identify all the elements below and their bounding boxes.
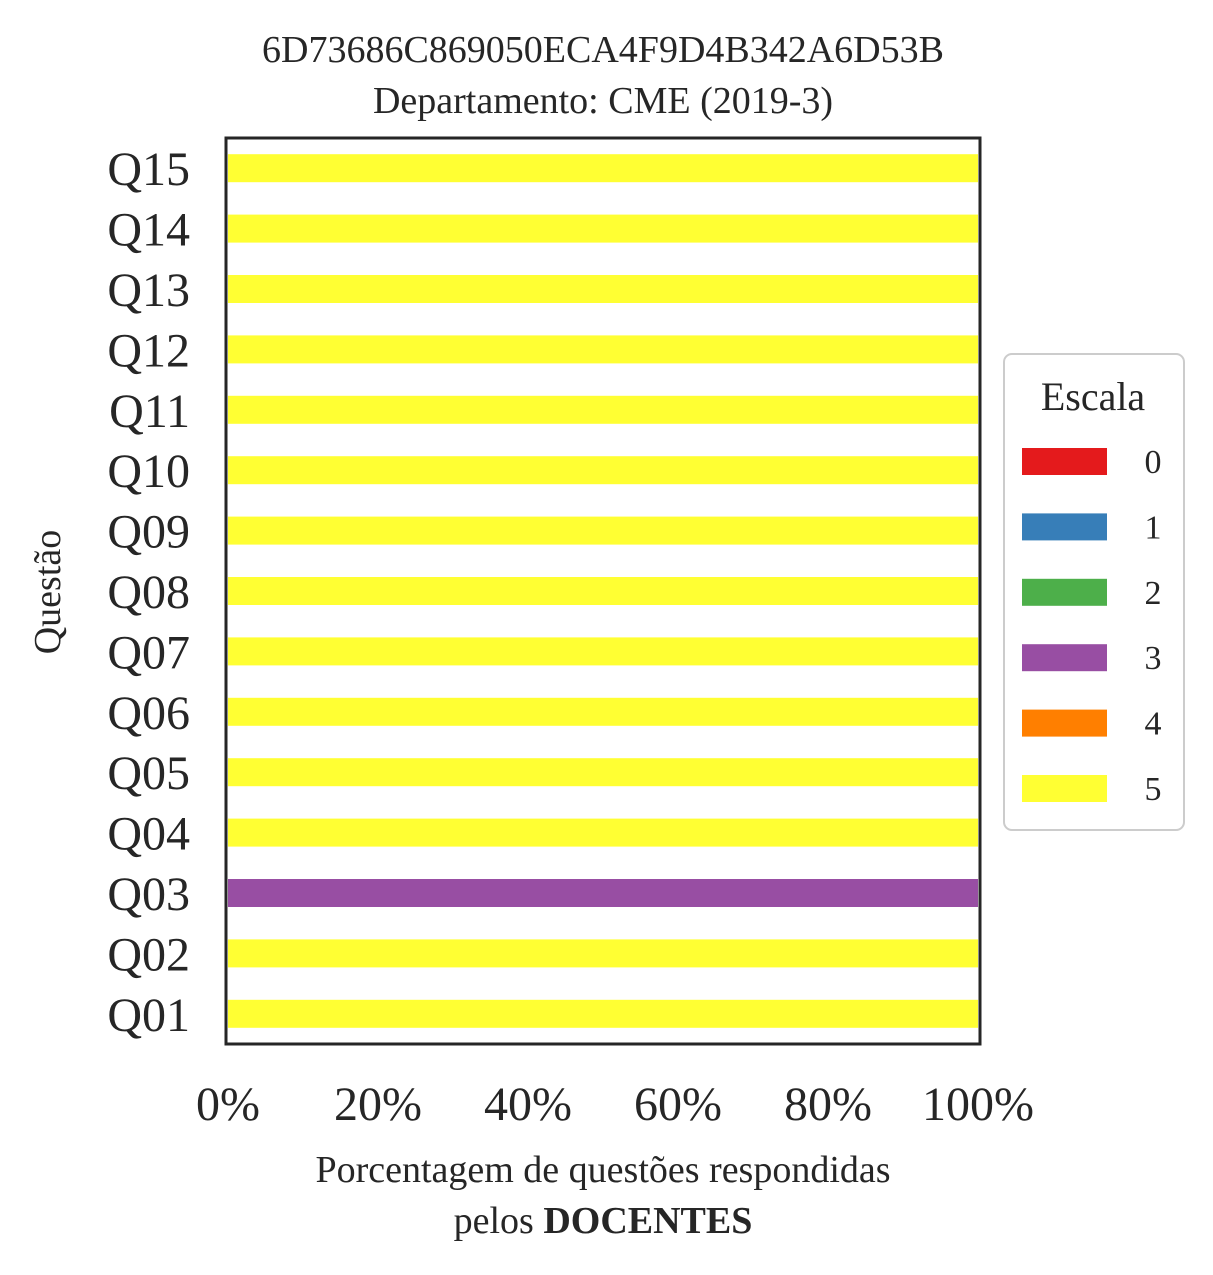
chart-subtitle: Departamento: CME (2019-3) bbox=[373, 80, 833, 122]
bar-q14-scale-5 bbox=[228, 214, 978, 243]
plot-frame bbox=[224, 136, 982, 1046]
legend-items: 0 1 2 3 4 5 bbox=[1022, 444, 1162, 808]
x-tick-label-1: 20% bbox=[334, 1078, 422, 1131]
x-tick-label-3: 60% bbox=[634, 1078, 722, 1131]
bar-q01-scale-5 bbox=[228, 999, 978, 1028]
x-tick-label-2: 40% bbox=[484, 1078, 572, 1131]
y-tick-label-q11: Q11 bbox=[109, 385, 190, 438]
y-tick-label-q05: Q05 bbox=[107, 747, 190, 800]
y-tick-label-q03: Q03 bbox=[107, 868, 190, 921]
x-axis-label-line2: pelos DOCENTES bbox=[454, 1200, 753, 1242]
y-tick-label-q08: Q08 bbox=[107, 566, 190, 619]
legend-swatch-3 bbox=[1022, 644, 1107, 672]
legend-label-2: 2 bbox=[1145, 575, 1162, 612]
y-tick-label-q09: Q09 bbox=[107, 506, 190, 559]
y-tick-label-q04: Q04 bbox=[107, 808, 190, 861]
bar-q13-scale-5 bbox=[228, 275, 978, 303]
legend-swatch-0 bbox=[1022, 448, 1107, 475]
x-tick-labels: 0% 20% 40% 60% 80% 100% bbox=[196, 1078, 1034, 1131]
y-tick-label-q01: Q01 bbox=[107, 989, 190, 1042]
bar-q10-scale-5 bbox=[228, 456, 978, 485]
y-tick-label-q10: Q10 bbox=[107, 445, 190, 498]
bar-q06-scale-5 bbox=[228, 697, 978, 726]
legend-swatch-1 bbox=[1022, 513, 1107, 541]
y-tick-label-q15: Q15 bbox=[107, 143, 190, 196]
x-tick-label-4: 80% bbox=[784, 1078, 872, 1131]
legend-title: Escala bbox=[1041, 374, 1146, 419]
bar-q04-scale-5 bbox=[228, 818, 978, 847]
legend-label-5: 5 bbox=[1145, 771, 1162, 808]
bar-q07-scale-5 bbox=[228, 637, 978, 666]
legend-label-3: 3 bbox=[1145, 640, 1162, 677]
legend-swatch-4 bbox=[1022, 709, 1107, 737]
y-tick-label-q12: Q12 bbox=[107, 324, 190, 377]
legend-label-4: 4 bbox=[1145, 706, 1162, 743]
x-tick-label-5: 100% bbox=[922, 1078, 1034, 1131]
y-tick-label-q02: Q02 bbox=[107, 928, 190, 981]
bars-group bbox=[228, 154, 978, 1028]
x-axis-label-bold: DOCENTES bbox=[543, 1200, 752, 1242]
x-tick-label-0: 0% bbox=[196, 1078, 260, 1131]
bar-q03-scale-3 bbox=[228, 879, 978, 907]
x-axis-label-prefix: pelos bbox=[454, 1200, 544, 1242]
bar-q15-scale-5 bbox=[228, 154, 978, 183]
y-tick-label-q07: Q07 bbox=[107, 626, 190, 679]
bar-q11-scale-5 bbox=[228, 395, 978, 424]
legend: Escala 0 1 2 3 4 5 bbox=[1003, 353, 1185, 831]
bar-q05-scale-5 bbox=[228, 758, 978, 787]
chart-title: 6D73686C869050ECA4F9D4B342A6D53B bbox=[262, 29, 944, 71]
y-tick-label-q13: Q13 bbox=[107, 264, 190, 317]
x-axis-label: Porcentagem de questões respondidas bbox=[315, 1149, 890, 1191]
y-tick-label-q14: Q14 bbox=[107, 204, 190, 257]
y-tick-label-q06: Q06 bbox=[107, 687, 190, 740]
legend-swatch-2 bbox=[1022, 578, 1107, 606]
y-axis-label: Questão bbox=[27, 530, 69, 655]
legend-swatch-5 bbox=[1022, 775, 1107, 802]
legend-label-0: 0 bbox=[1145, 444, 1162, 481]
bar-q02-scale-5 bbox=[228, 939, 978, 968]
y-tick-labels: Q01 Q02 Q03 Q04 Q05 Q06 Q07 Q08 Q09 Q10 Q11 Q12 Q13 Q… bbox=[107, 143, 190, 1042]
bar-q12-scale-5 bbox=[228, 335, 978, 364]
bar-q09-scale-5 bbox=[228, 516, 978, 545]
legend-label-1: 1 bbox=[1145, 509, 1162, 546]
bar-q08-scale-5 bbox=[228, 577, 978, 605]
